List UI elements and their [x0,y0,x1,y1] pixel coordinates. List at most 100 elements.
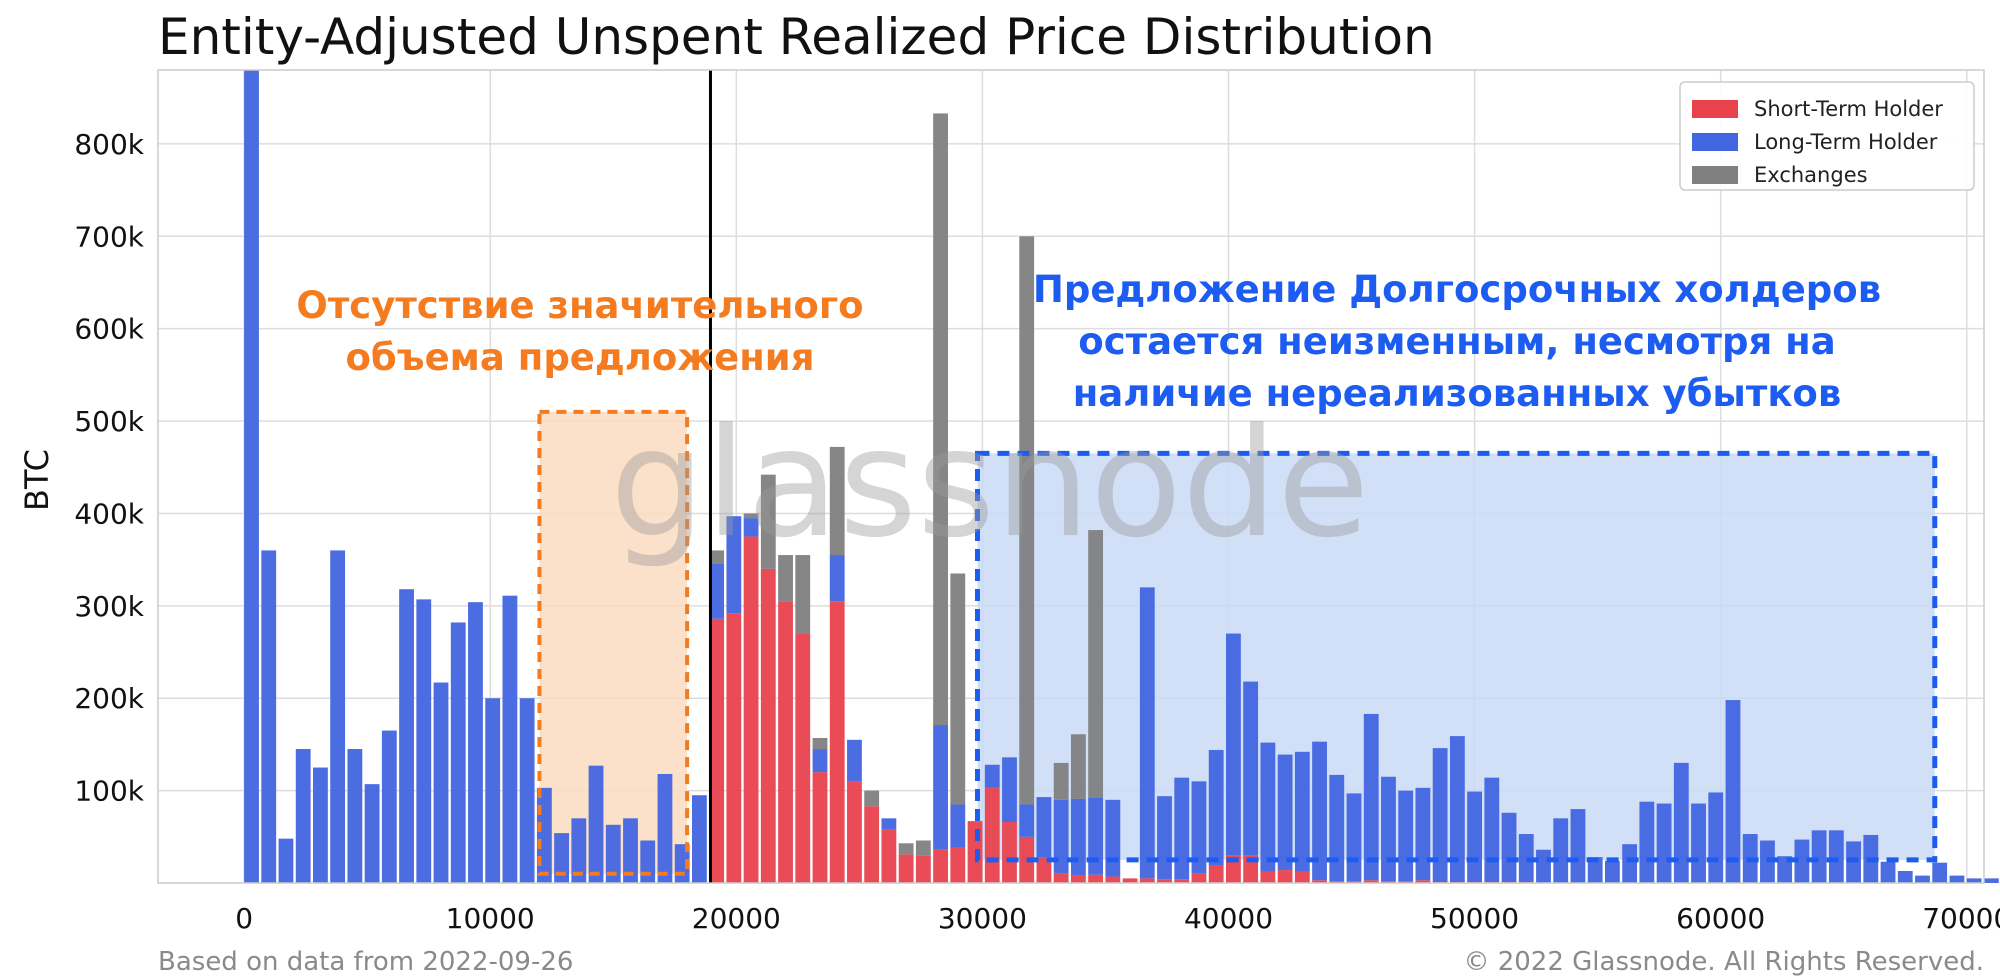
bar-long-term-holder [1604,860,1620,883]
bar-long-term-holder [1243,681,1259,856]
bar-long-term-holder [1794,839,1810,883]
bar-exchanges [1070,734,1086,799]
y-tick-label: 400k [74,497,144,530]
bar-short-term-holder [1191,873,1207,883]
bar-long-term-holder [1070,798,1086,876]
bar-long-term-holder [536,787,552,883]
bar-long-term-holder [1915,875,1930,883]
bar-long-term-holder [1019,804,1035,837]
bar-short-term-holder [1208,865,1224,883]
bar-long-term-holder [571,818,587,883]
bar-long-term-holder [347,749,363,883]
axes: 100k 200k 300k 400k 500k 600k 700k 800k 0 10000 20… [74,69,2000,935]
bar-short-term-holder [847,781,862,883]
bar-long-term-holder [1398,790,1414,882]
bar-long-term-holder [829,555,845,602]
bar-long-term-holder [485,698,501,883]
bar-short-term-holder [915,855,931,883]
bar-short-term-holder [1053,873,1069,883]
bar-exchanges [898,843,914,855]
bar-long-term-holder [623,818,638,883]
x-tick-label: 10000 [446,902,535,935]
bar-exchanges [1053,762,1069,800]
bar-long-term-holder [1157,796,1172,880]
bar-long-term-holder [1691,803,1706,883]
bar-long-term-holder [1639,801,1655,883]
bar-short-term-holder [950,847,966,883]
x-tick-label: 30000 [938,902,1027,935]
footer-source: Based on data from 2022-09-26 [158,947,573,977]
x-tick-label: 20000 [692,902,781,935]
bar-long-term-holder [812,749,828,773]
bar-long-term-holder [588,765,604,883]
bar-long-term-holder [1088,798,1104,875]
bar-short-term-holder [778,601,793,883]
bar-long-term-holder [1880,861,1896,883]
bar-short-term-holder [1105,876,1121,883]
bar-long-term-holder [657,773,673,883]
bar-long-term-holder [1656,803,1672,883]
bar-short-term-holder [760,568,776,883]
bar-long-term-holder [1501,812,1517,883]
bar-exchanges [915,840,931,856]
legend-box [1679,81,1975,191]
bar-long-term-holder [554,833,569,883]
bar-short-term-holder [1294,871,1310,883]
bar-long-term-holder [1708,792,1724,883]
bar-long-term-holder [743,518,759,537]
bar-long-term-holder [1277,754,1293,871]
bar-short-term-holder [1415,880,1431,883]
bar-short-term-holder [1260,871,1276,883]
bar-short-term-holder [1277,870,1293,883]
bar-long-term-holder [1312,741,1327,881]
legend: Short-Term Holder Long-Term Holder Exchang… [1679,81,1975,191]
legend-swatch-short-term-holder [1692,100,1738,118]
legend-swatch-long-term-holder [1692,133,1738,151]
bar-exchanges [760,474,776,569]
legend-swatch-exchanges [1692,166,1738,184]
x-tick-label: 70000 [1922,902,2000,935]
bar-long-term-holder [1432,748,1448,883]
watermark: glassnode [610,397,1369,571]
bars [244,70,1999,883]
legend-label-short-term-holder: Short-Term Holder [1754,97,1943,121]
bar-long-term-holder [1002,757,1017,823]
bar-long-term-holder [433,682,449,883]
bar-exchanges [829,446,845,556]
y-tick-label: 600k [74,313,144,346]
y-axis-label: BTC [18,449,56,511]
bar-long-term-holder [1518,834,1534,883]
bar-long-term-holder [1570,809,1586,883]
bar-exchanges [864,790,880,807]
bar-short-term-holder [743,536,759,883]
bar-long-term-holder [847,739,862,782]
bar-short-term-holder [1002,822,1017,883]
y-tick-label: 700k [74,220,144,253]
bar-short-term-holder [898,854,914,883]
bar-short-term-holder [933,849,948,883]
x-tick-label: 0 [235,902,253,935]
bar-exchanges [709,550,725,564]
bar-long-term-holder [1897,870,1913,883]
bar-short-term-holder [1398,881,1414,883]
bar-long-term-holder [399,589,414,883]
bar-long-term-holder [1811,830,1827,883]
bar-long-term-holder [519,698,535,883]
x-tick-label: 40000 [1184,902,1273,935]
bar-long-term-holder [605,824,621,883]
annotation-2-line-1: Предложение Долгосрочных холдеров [1033,268,1881,311]
bar-long-term-holder [1260,742,1276,872]
bar-long-term-holder [640,840,656,883]
bar-exchanges [1019,236,1035,805]
bar-long-term-holder [1105,799,1121,877]
bar-short-term-holder [795,633,811,883]
bar-exchanges [743,513,759,519]
x-tick-label: 60000 [1676,902,1765,935]
bar-long-term-holder [1363,713,1379,881]
bar-long-term-holder [1226,633,1241,856]
bar-long-term-holder [1467,791,1482,883]
bar-long-term-holder [1484,777,1500,883]
bar-long-term-holder [502,595,518,883]
bar-exchanges [778,555,793,602]
